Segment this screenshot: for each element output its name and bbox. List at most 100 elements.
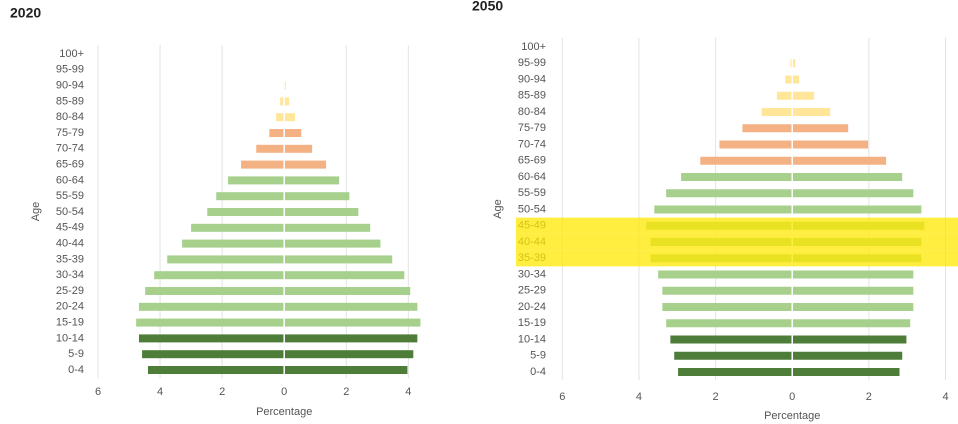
y-tick-label: 35-39	[56, 253, 84, 265]
bar	[284, 97, 290, 106]
y-tick-label: 10-14	[56, 332, 84, 344]
bar	[284, 366, 408, 374]
y-tick-label: 100+	[521, 41, 546, 53]
x-tick-label: 6	[95, 386, 101, 398]
bar	[284, 255, 393, 264]
y-tick-label: 75-79	[56, 127, 84, 139]
bar	[284, 350, 414, 359]
y-tick-label: 45-49	[56, 222, 84, 234]
bar	[284, 81, 287, 90]
y-tick-label: 70-74	[56, 143, 84, 155]
bar	[792, 156, 887, 165]
bar	[719, 140, 793, 149]
bar	[792, 286, 914, 295]
y-tick-label: 10-14	[518, 333, 546, 345]
chart: 2050 6 4 2 0 2 4 Percentage Age 0-4 5-9 10-14 15-19 2…	[472, 0, 958, 422]
bar	[280, 97, 285, 106]
bar	[662, 303, 793, 311]
bar	[654, 205, 793, 214]
x-tick-label: 4	[636, 391, 642, 403]
bar	[742, 124, 793, 133]
bar	[792, 59, 796, 68]
bar	[666, 189, 793, 198]
bar	[284, 239, 381, 248]
bar	[792, 124, 849, 133]
y-tick-label: 95-99	[518, 57, 546, 69]
y-tick-label: 20-24	[518, 301, 546, 313]
bar	[284, 334, 418, 343]
bar	[678, 368, 793, 376]
y-tick-label: 50-54	[518, 203, 546, 215]
y-axis-label: Age	[30, 202, 42, 222]
y-tick-label: 30-34	[518, 268, 546, 280]
bar	[761, 108, 793, 116]
bar	[284, 318, 421, 327]
y-tick-label: 25-29	[56, 285, 84, 297]
bar	[138, 302, 285, 311]
bar	[792, 189, 914, 198]
x-tick-label: 2	[866, 391, 872, 403]
bar	[792, 319, 911, 328]
bar	[700, 156, 793, 165]
bar	[228, 176, 285, 185]
y-tick-label: 70-74	[518, 138, 546, 150]
y-tick-label: 80-84	[518, 106, 546, 118]
bar	[790, 59, 793, 68]
y-tick-label: 25-29	[518, 285, 546, 297]
y-tick-label: 90-94	[56, 80, 84, 92]
y-tick-label: 75-79	[518, 122, 546, 134]
bar	[145, 287, 285, 295]
y-tick-label: 80-84	[56, 111, 84, 123]
bar	[136, 318, 285, 327]
y-tick-label: 55-59	[518, 187, 546, 199]
bar	[662, 286, 793, 295]
y-tick-label: 85-89	[518, 90, 546, 102]
x-tick-label: 4	[942, 391, 948, 403]
bar	[284, 176, 340, 185]
x-tick-label: 2	[713, 391, 719, 403]
bar	[792, 75, 800, 84]
bar	[658, 270, 793, 279]
bar	[681, 173, 793, 181]
bar	[241, 160, 285, 169]
bar	[792, 335, 907, 344]
bar	[792, 173, 903, 181]
chart-title: 2020	[10, 5, 41, 21]
bar	[792, 368, 900, 376]
bar	[142, 350, 285, 359]
x-tick-label: 0	[281, 386, 287, 398]
x-tick-label: 2	[219, 386, 225, 398]
x-tick-label: 6	[559, 391, 565, 403]
y-tick-label: 100+	[59, 48, 84, 60]
x-tick-label: 4	[405, 386, 411, 398]
bar	[269, 129, 285, 137]
bar	[792, 108, 831, 116]
bar	[670, 335, 793, 344]
bar	[792, 140, 869, 149]
x-axis-label: Percentage	[256, 406, 312, 418]
y-tick-label: 90-94	[518, 73, 546, 85]
y-tick-label: 20-24	[56, 301, 84, 313]
y-tick-label: 50-54	[56, 206, 84, 218]
bar	[792, 91, 815, 100]
highlight	[516, 233, 958, 251]
y-tick-label: 0-4	[530, 366, 546, 378]
x-tick-label: 0	[789, 391, 795, 403]
bar	[284, 223, 371, 232]
y-tick-label: 60-64	[56, 174, 84, 186]
y-tick-label: 15-19	[518, 317, 546, 329]
bar	[674, 351, 793, 360]
chart-title: 2050	[472, 0, 503, 14]
y-tick-label: 0-4	[68, 364, 84, 376]
bar	[284, 271, 405, 280]
bar	[167, 255, 285, 264]
bar	[276, 113, 285, 122]
bar	[207, 208, 285, 216]
y-tick-label: 85-89	[56, 95, 84, 107]
bar	[256, 144, 285, 153]
bar	[284, 208, 359, 216]
bar	[154, 271, 285, 280]
bar	[284, 287, 411, 295]
y-tick-label: 15-19	[56, 317, 84, 329]
